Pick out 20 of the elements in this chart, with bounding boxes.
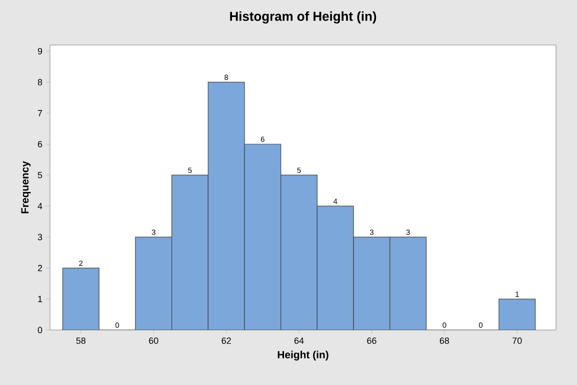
y-tick-label: 2	[38, 264, 42, 272]
y-tick-label: 6	[38, 140, 42, 148]
x-tick-label: 62	[222, 338, 231, 344]
y-tick-label: 0	[38, 326, 42, 334]
y-tick-label: 9	[38, 48, 42, 54]
y-tick-label: 8	[38, 78, 42, 86]
y-tick-label: 1	[38, 296, 42, 302]
x-tick-label: 68	[440, 338, 450, 344]
y-tick-label: 4	[38, 202, 42, 210]
y-tick-label: 5	[38, 172, 42, 178]
y-axis-title: Frequency	[21, 161, 31, 214]
chart-title: Histogram of Height (in)	[230, 11, 376, 24]
x-tick-label: 64	[294, 338, 304, 344]
y-tick-label: 3	[38, 234, 42, 240]
x-tick-label: 60	[149, 338, 158, 344]
y-tick-label: 7	[38, 110, 42, 116]
x-tick-label: 66	[367, 338, 376, 344]
x-tick-label: 70	[512, 338, 522, 344]
x-tick-label: 58	[76, 338, 86, 344]
x-axis-title: Height (in)	[278, 350, 328, 361]
